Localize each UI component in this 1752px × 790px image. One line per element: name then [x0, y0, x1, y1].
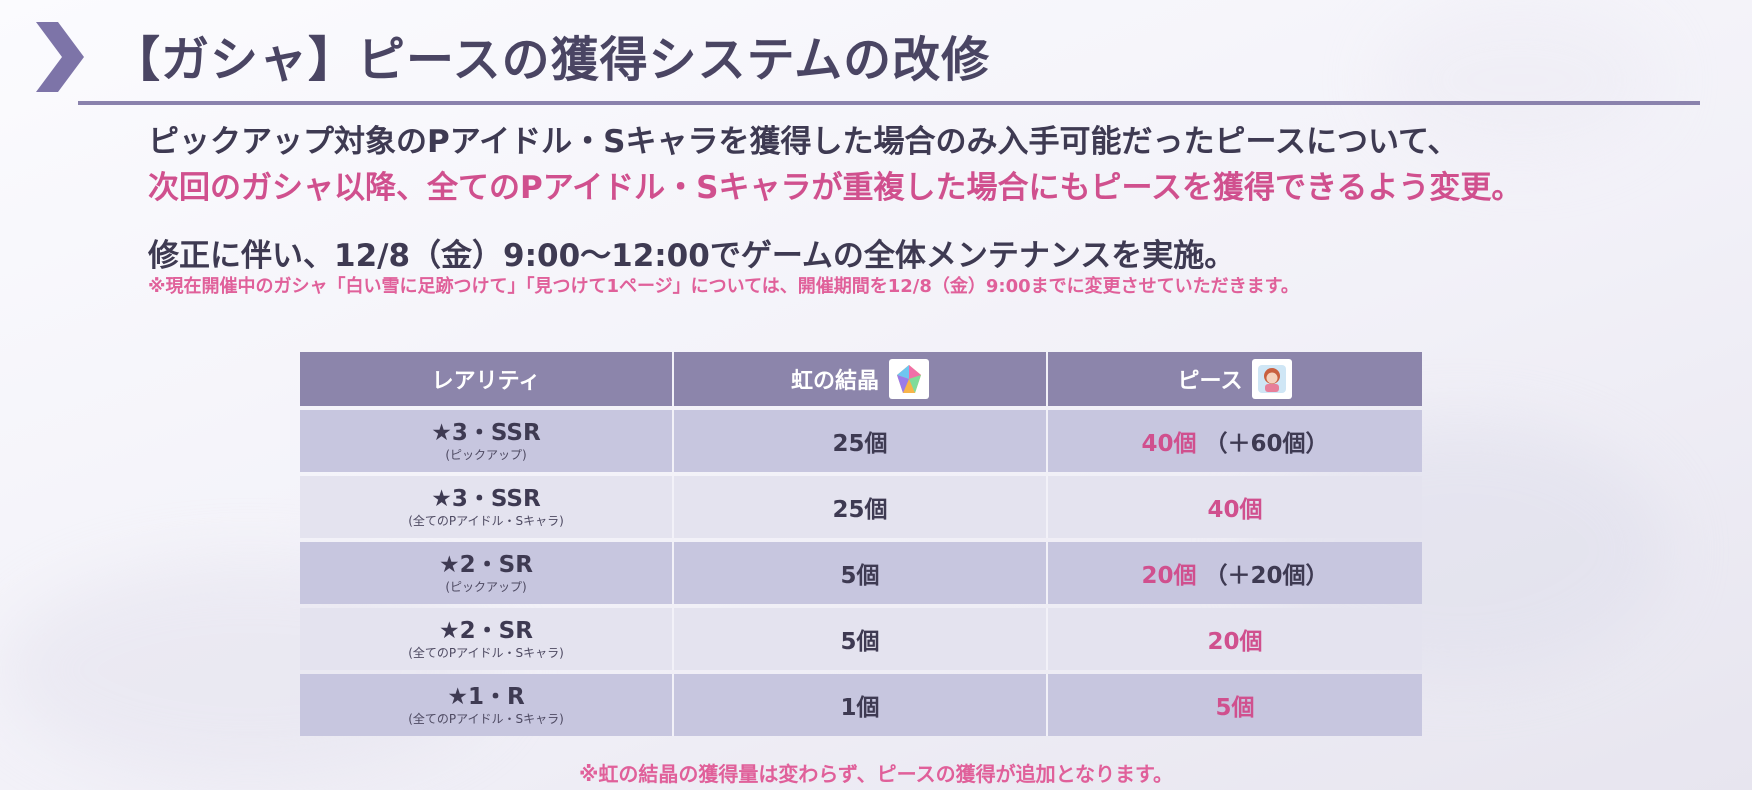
- footer-note: ※虹の結晶の獲得量は変わらず、ピースの獲得が追加となります。: [578, 762, 1174, 786]
- header-crystal-label: 虹の結晶: [790, 369, 879, 394]
- maintenance-notice: 修正に伴い、12/8（金）9:00～12:00でゲームの全体メンテナンスを実施。: [148, 238, 1236, 274]
- crystal-amount: 5個: [840, 629, 880, 655]
- header-rarity: レアリティ: [300, 352, 674, 406]
- piece-cell: 5個: [1048, 674, 1422, 736]
- table-row: ★1・R (全てのPアイドル・Sキャラ) 1個 5個: [300, 674, 1422, 736]
- title-divider: [78, 101, 1700, 105]
- piece-amount: 20個: [1141, 563, 1197, 589]
- piece-amount: 40個: [1207, 497, 1263, 523]
- piece-bonus: （＋20個）: [1204, 563, 1329, 589]
- table-row: ★3・SSR (ピックアップ) 25個 40個 （＋60個）: [300, 410, 1422, 472]
- header-piece: ピース: [1048, 352, 1422, 406]
- rarity-label: ★2・SR: [439, 552, 533, 578]
- crystal-cell: 5個: [674, 608, 1048, 670]
- rarity-table: レアリティ 虹の結晶: [300, 348, 1422, 740]
- piece-amount: 5個: [1215, 695, 1255, 721]
- rarity-sub-label: (全てのPアイドル・Sキャラ): [408, 646, 564, 660]
- rarity-cell: ★1・R (全てのPアイドル・Sキャラ): [300, 674, 674, 736]
- piece-cell: 40個 （＋60個）: [1048, 410, 1422, 472]
- piece-amount: 40個: [1141, 431, 1197, 457]
- crystal-amount: 5個: [840, 563, 880, 589]
- rarity-cell: ★2・SR (全てのPアイドル・Sキャラ): [300, 608, 674, 670]
- rarity-cell: ★3・SSR (ピックアップ): [300, 410, 674, 472]
- rarity-sub-label: (ピックアップ): [445, 448, 527, 462]
- crystal-cell: 25個: [674, 410, 1048, 472]
- gacha-period-note: ※現在開催中のガシャ「白い雪に足跡つけて」「見つけて1ページ」については、開催期…: [148, 276, 1299, 297]
- piece-amount: 20個: [1207, 629, 1263, 655]
- rarity-sub-label: (ピックアップ): [445, 580, 527, 594]
- crystal-cell: 1個: [674, 674, 1048, 736]
- rarity-label: ★1・R: [447, 684, 525, 710]
- piece-cell: 40個: [1048, 476, 1422, 538]
- table-row: ★2・SR (全てのPアイドル・Sキャラ) 5個 20個: [300, 608, 1422, 670]
- rarity-sub-label: (全てのPアイドル・Sキャラ): [408, 514, 564, 528]
- chevron-right-icon: [36, 22, 84, 92]
- rainbow-crystal-icon: [889, 359, 929, 399]
- rarity-label: ★2・SR: [439, 618, 533, 644]
- rarity-label: ★3・SSR: [431, 420, 541, 446]
- table-row: ★3・SSR (全てのPアイドル・Sキャラ) 25個 40個: [300, 476, 1422, 538]
- piece-cell: 20個 （＋20個）: [1048, 542, 1422, 604]
- rarity-label: ★3・SSR: [431, 486, 541, 512]
- background-deco: [1380, 0, 1660, 160]
- rarity-cell: ★2・SR (ピックアップ): [300, 542, 674, 604]
- crystal-cell: 5個: [674, 542, 1048, 604]
- piece-bonus: （＋60個）: [1204, 431, 1329, 457]
- header-crystal: 虹の結晶: [674, 352, 1048, 406]
- crystal-amount: 1個: [840, 695, 880, 721]
- crystal-amount: 25個: [832, 497, 888, 523]
- header-rarity-label: レアリティ: [431, 369, 541, 394]
- table-header-row: レアリティ 虹の結晶: [300, 352, 1422, 406]
- piece-cell: 20個: [1048, 608, 1422, 670]
- piece-icon: [1252, 359, 1293, 399]
- rarity-sub-label: (全てのPアイドル・Sキャラ): [408, 712, 564, 726]
- description-highlight: 次回のガシャ以降、全てのPアイドル・Sキャラが重複した場合にもピースを獲得できる…: [148, 170, 1523, 206]
- description-line-1: ピックアップ対象のPアイドル・Sキャラを獲得した場合のみ入手可能だったピースにつ…: [148, 124, 1459, 160]
- page-title: 【ガシャ】ピースの獲得システムの改修: [112, 32, 991, 88]
- crystal-cell: 25個: [674, 476, 1048, 538]
- header-piece-label: ピース: [1177, 369, 1243, 394]
- rarity-cell: ★3・SSR (全てのPアイドル・Sキャラ): [300, 476, 674, 538]
- table-row: ★2・SR (ピックアップ) 5個 20個 （＋20個）: [300, 542, 1422, 604]
- crystal-amount: 25個: [832, 431, 888, 457]
